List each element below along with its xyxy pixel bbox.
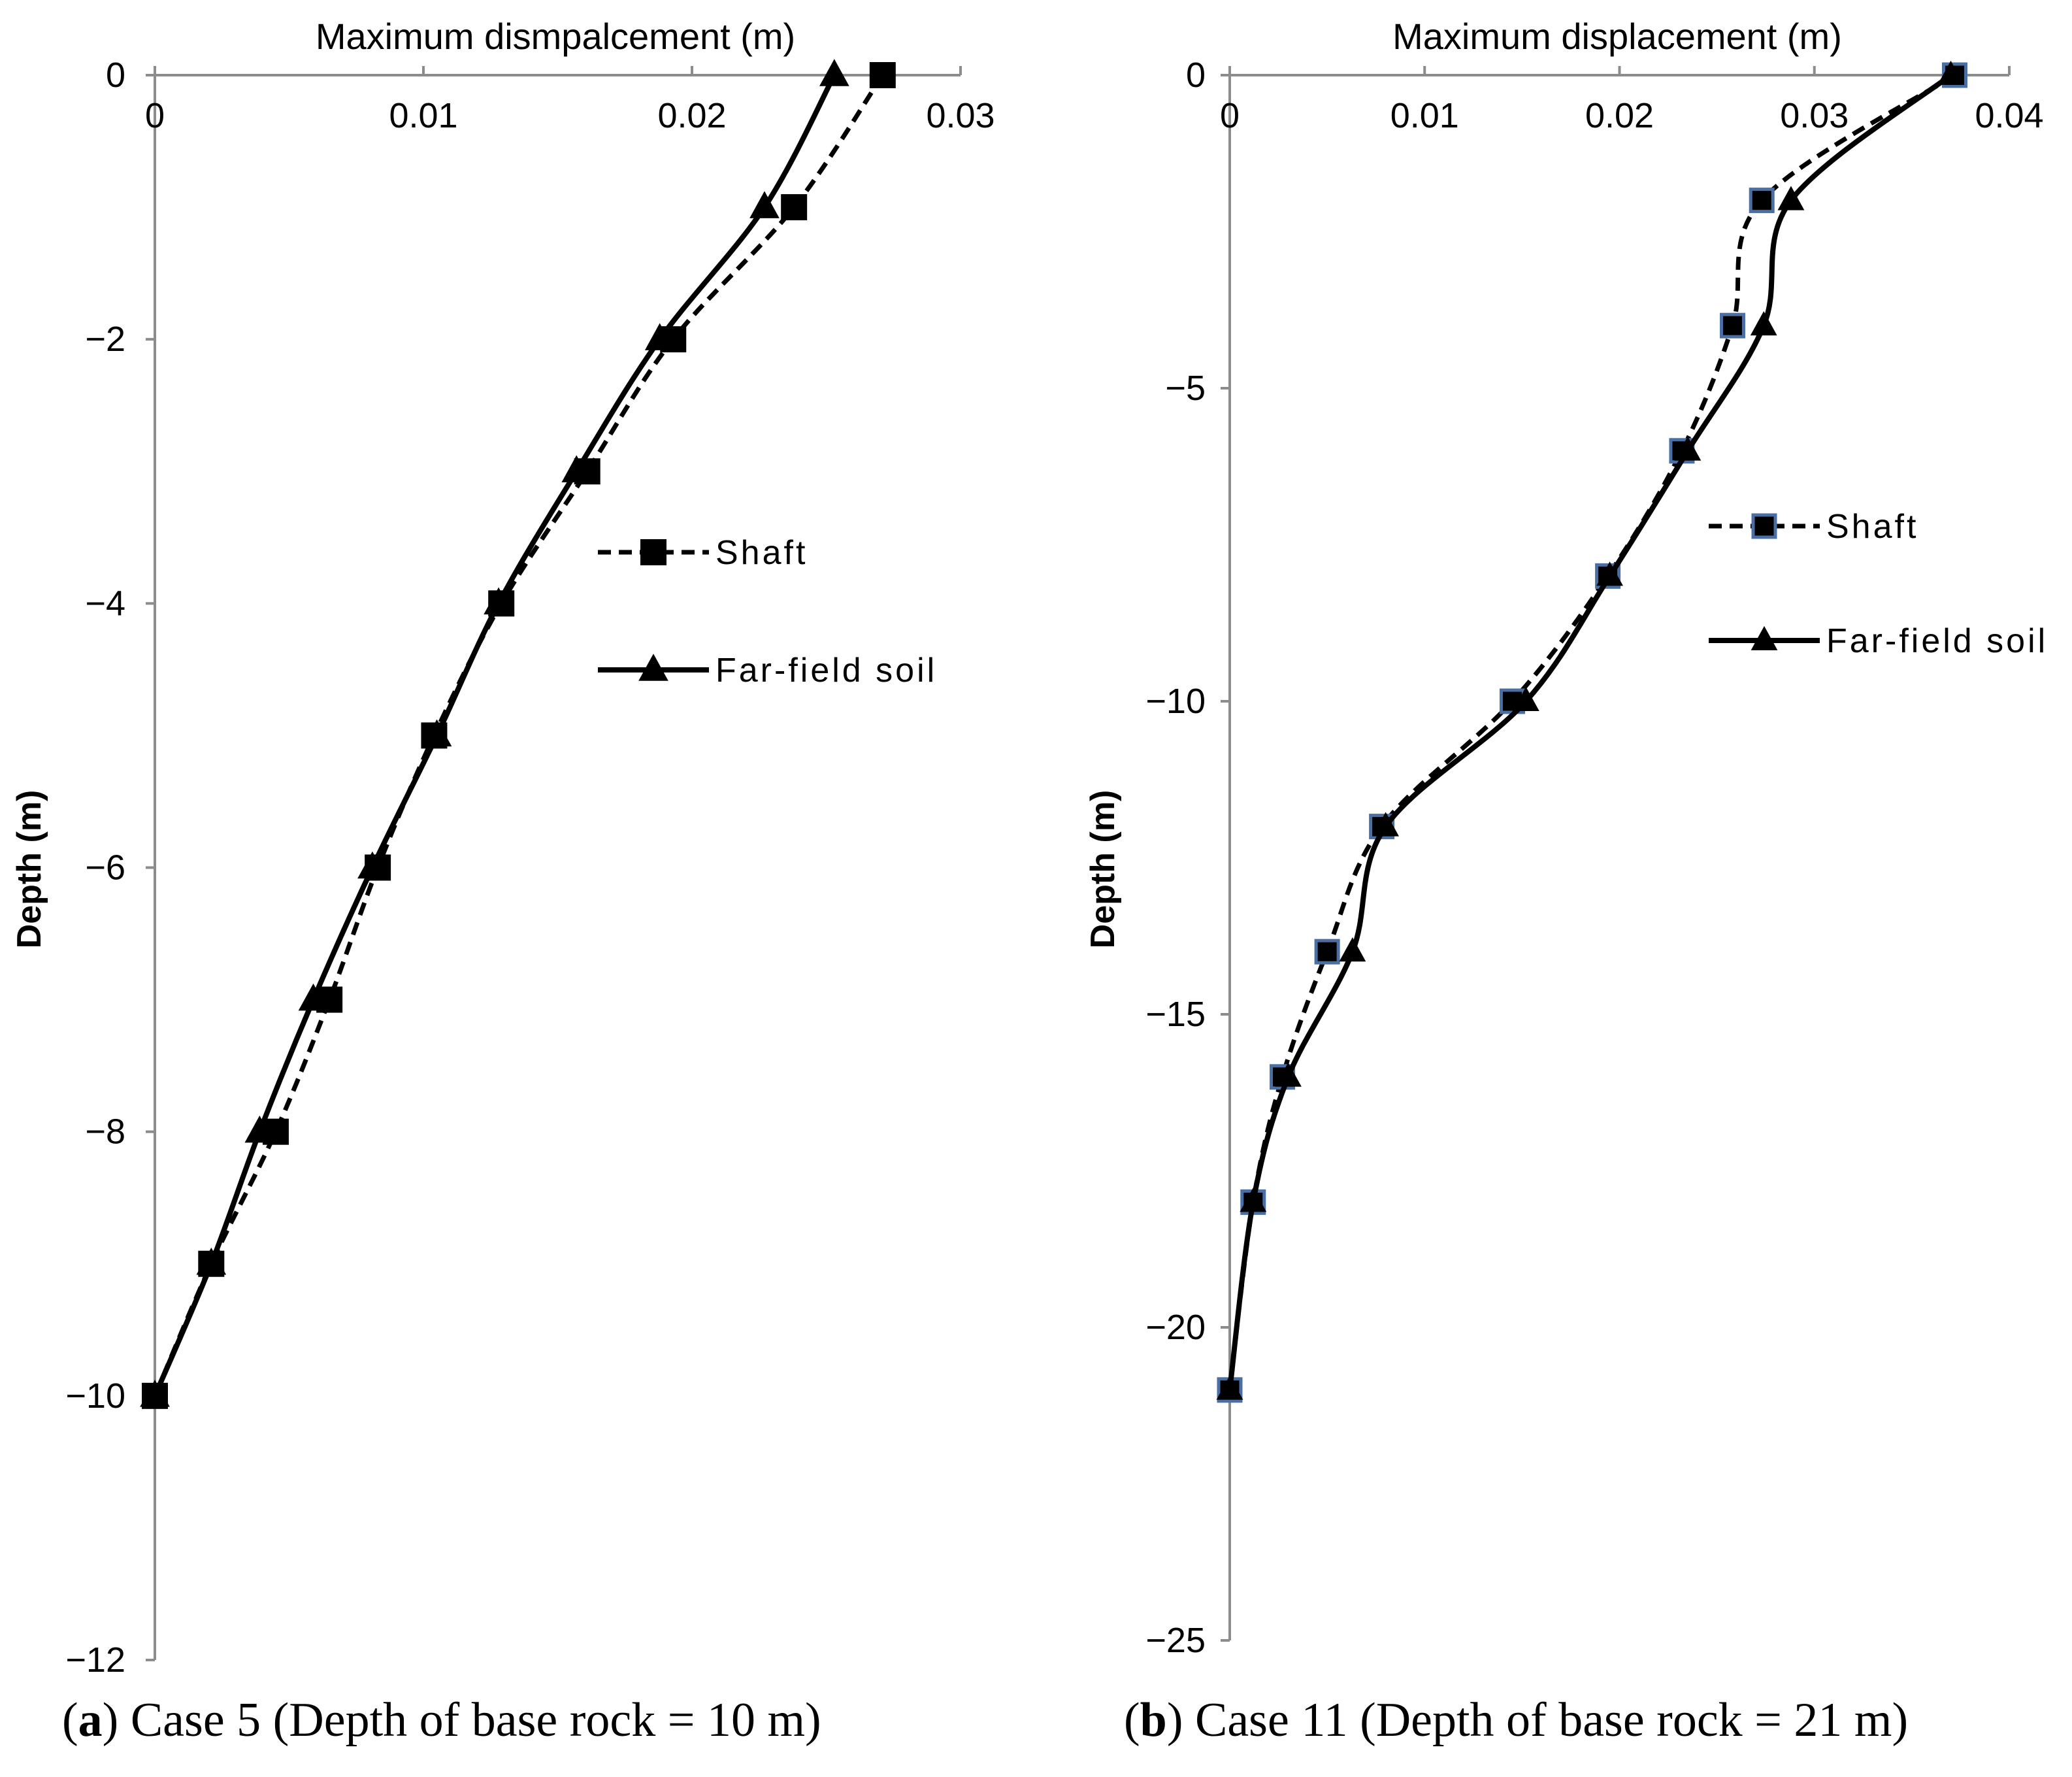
shaft-point-b: [1749, 188, 1775, 214]
far-field-soil-point-a: [140, 1380, 170, 1407]
x-tick-label-a: 0: [145, 96, 165, 135]
far-field-soil-point-b: [1216, 1375, 1243, 1400]
y-tick-label-a: −8: [85, 1112, 125, 1152]
far-field-soil-point-a: [298, 983, 329, 1011]
x-tick-label-b: 0.04: [1975, 96, 2043, 135]
far-field-soil-point-a: [561, 455, 592, 483]
y-axis-label-b: Depth (m): [1084, 790, 1122, 949]
x-tick-label-a: 0.03: [926, 96, 995, 135]
shaft-point-b: [1314, 938, 1340, 965]
legend-a: Shaft Far-field soil: [598, 534, 937, 689]
far-field-soil-point-b: [1937, 60, 1964, 85]
shaft-point-b: [1719, 312, 1745, 339]
y-tick-label-b: −25: [1145, 1621, 1206, 1660]
y-tick-label-a: 0: [106, 56, 125, 95]
far-field-soil-point-a: [484, 587, 514, 615]
legend-marker-far-field-soil-b: [1751, 625, 1778, 650]
series-shaft-a: [142, 62, 896, 1409]
x-axis-title-a: Maximum dismpalcement (m): [316, 16, 795, 57]
far-field-soil-point-b: [1275, 1062, 1302, 1087]
x-tick-label-a: 0.01: [389, 96, 457, 135]
caption-b-letter: b: [1140, 1693, 1167, 1747]
legend-label-shaft-a: Shaft: [715, 534, 808, 572]
y-tick-label-a: −10: [65, 1376, 125, 1416]
legend-label-far-field-soil-a: Far-field soil: [715, 652, 937, 689]
legend-marker-shaft-a: [640, 539, 666, 565]
far-field-soil-point-b: [1339, 937, 1366, 962]
caption-a: (a) Case 5 (Depth of base rock = 10 m): [62, 1693, 821, 1747]
y-tick-label-b: −10: [1145, 682, 1206, 721]
shaft-point-a: [781, 194, 808, 221]
far-field-soil-point-a: [196, 1248, 227, 1275]
caption-b: (b) Case 11 (Depth of base rock = 21 m): [1124, 1693, 1909, 1747]
far-field-soil-point-a: [357, 851, 387, 879]
legend-label-far-field-soil-b: Far-field soil: [1826, 622, 2048, 660]
y-tick-label-b: −20: [1145, 1308, 1206, 1347]
caption-b-text: Case 11 (Depth of base rock = 21 m): [1183, 1693, 1909, 1747]
series-far-field-soil-b: [1216, 60, 1964, 1400]
legend-marker-far-field-soil-a: [638, 654, 668, 681]
far-field-soil-point-b: [1750, 311, 1777, 336]
y-tick-label-b: −15: [1145, 995, 1206, 1034]
far-field-soil-point-b: [1674, 436, 1702, 461]
far-field-soil-point-a: [421, 719, 452, 747]
x-axis-title-b: Maximum displacement (m): [1392, 16, 1842, 57]
y-tick-label-a: −6: [85, 848, 125, 888]
chart-panel-b: 0 0.01 0.02 0.03 0.04 0 −5 −10 −15 −20 −25 Maximum …: [1084, 16, 2048, 1660]
x-tick-label-b: 0.03: [1780, 96, 1849, 135]
series-line-shaft-a: [152, 74, 885, 1397]
caption-a-text: Case 5 (Depth of base rock = 10 m): [118, 1693, 821, 1747]
x-tick-label-b: 0.01: [1390, 96, 1459, 135]
far-field-soil-point-a: [644, 323, 675, 350]
series-line-shaft-b: [1227, 73, 1956, 1391]
series-far-field-soil-a: [140, 59, 849, 1407]
legend-b: Shaft Far-field soil: [1709, 508, 2048, 660]
series-line-far-field-soil-b: [1227, 73, 1952, 1391]
far-field-soil-point-b: [1512, 686, 1539, 711]
y-tick-label-b: 0: [1186, 56, 1206, 95]
far-field-soil-point-a: [244, 1115, 275, 1143]
chart-panel-a: 0 0.01 0.02 0.03 0 −2 −4 −6 −8 −10 −12 Maximum dism…: [10, 16, 995, 1680]
legend-label-shaft-b: Shaft: [1826, 508, 1918, 546]
y-axis-label-a: Depth (m): [10, 790, 48, 949]
far-field-soil-point-b: [1372, 812, 1399, 837]
y-tick-label-b: −5: [1165, 369, 1206, 408]
y-tick-label-a: −2: [85, 320, 125, 359]
far-field-soil-point-a: [749, 191, 780, 218]
x-tick-label-b: 0.02: [1585, 96, 1654, 135]
legend-marker-shaft-b: [1751, 513, 1777, 539]
x-tick-label-a: 0.02: [657, 96, 726, 135]
x-tick-label-b: 0: [1220, 96, 1240, 135]
y-tick-label-a: −12: [65, 1640, 125, 1680]
series-shaft-b: [1217, 62, 1967, 1403]
caption-a-letter: a: [78, 1693, 103, 1747]
far-field-soil-point-b: [1777, 186, 1805, 210]
far-field-soil-point-b: [1596, 561, 1623, 586]
y-tick-label-a: −4: [85, 584, 125, 623]
far-field-soil-point-a: [819, 59, 849, 86]
far-field-soil-point-b: [1240, 1187, 1267, 1212]
series-line-far-field-soil-a: [152, 74, 837, 1397]
shaft-point-a: [869, 62, 896, 88]
